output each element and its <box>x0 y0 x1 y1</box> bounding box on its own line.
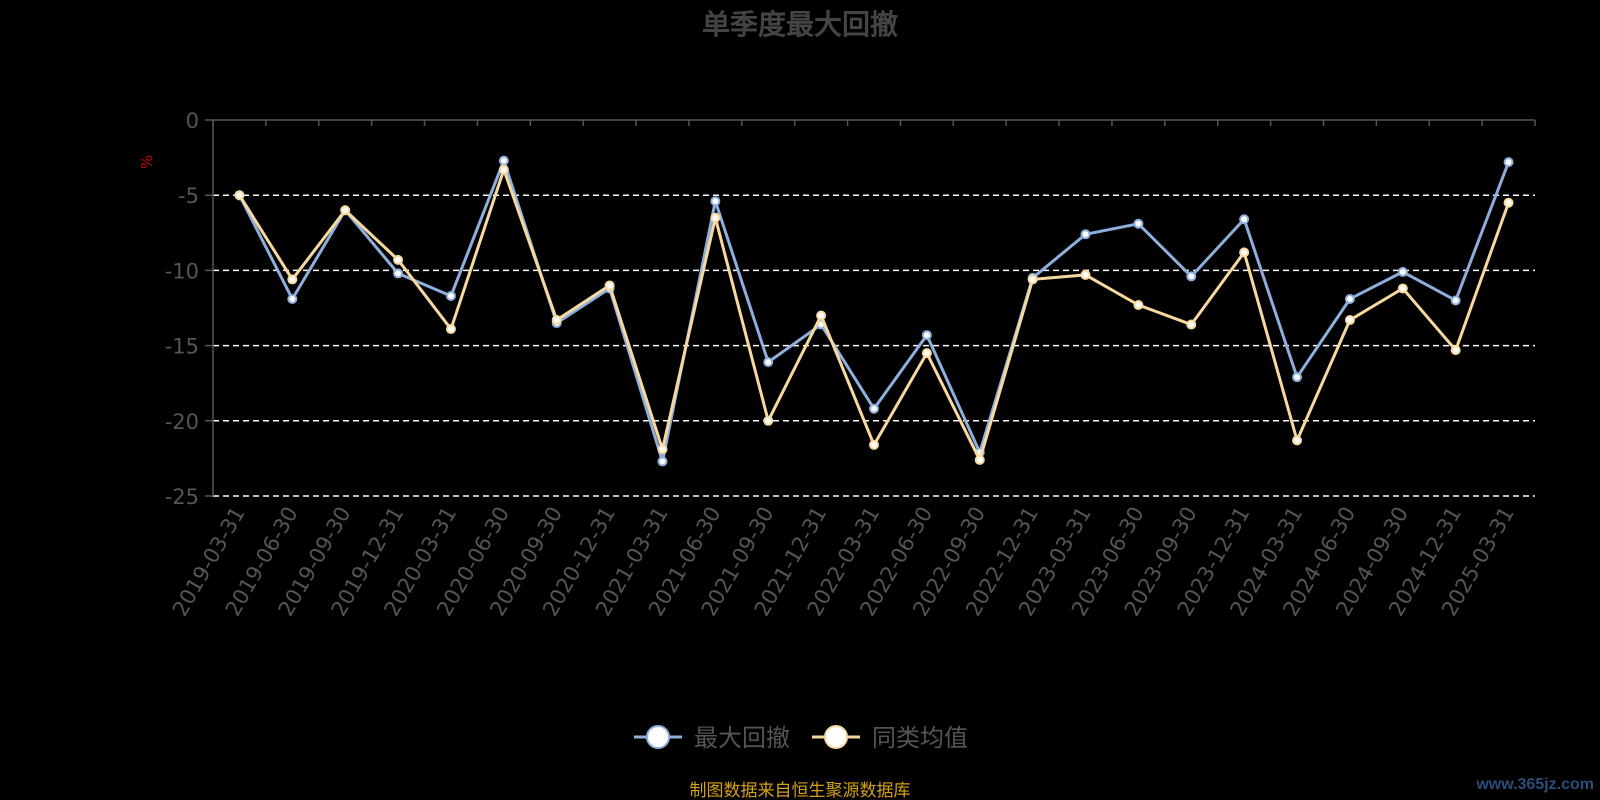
data-point <box>763 415 774 426</box>
y-tick-label: -10 <box>165 259 199 283</box>
data-point <box>921 348 932 359</box>
y-tick-label: -20 <box>165 410 199 434</box>
data-point <box>869 403 879 414</box>
data-point <box>1344 293 1355 304</box>
data-point <box>551 315 562 326</box>
data-point <box>287 274 298 285</box>
data-point <box>763 357 774 368</box>
data-point <box>1292 435 1303 446</box>
chart-title: 单季度最大回撤 <box>702 8 898 41</box>
data-point <box>974 454 985 465</box>
source-note: 制图数据来自恒生聚源数据库 <box>690 781 911 800</box>
watermark: www.365jz.com <box>1476 776 1594 793</box>
data-point <box>1080 229 1091 240</box>
data-point <box>1080 269 1091 280</box>
data-point <box>816 310 827 321</box>
y-axis-unit: % <box>138 155 156 169</box>
data-point <box>1450 345 1461 356</box>
data-point <box>445 290 456 301</box>
data-point <box>1397 266 1408 277</box>
grid-lines <box>213 194 1535 497</box>
data-point <box>287 293 298 304</box>
data-point <box>1450 295 1461 306</box>
y-tick-label: -5 <box>178 184 199 208</box>
data-point <box>657 444 668 455</box>
data-point <box>1503 197 1514 208</box>
series-line <box>238 159 1510 463</box>
legend-label: 同类均值 <box>872 724 968 752</box>
y-tick-label: -25 <box>165 485 199 509</box>
legend[interactable]: 最大回撤 同类均值 <box>634 724 968 752</box>
y-tick-label: -15 <box>165 335 199 359</box>
legend-item-2[interactable]: 同类均值 <box>812 724 968 752</box>
data-point <box>1292 372 1303 383</box>
data-point <box>445 324 456 335</box>
data-point <box>604 280 615 291</box>
data-point <box>1133 299 1144 310</box>
data-point <box>1503 157 1514 168</box>
data-point <box>340 205 351 216</box>
data-point <box>1133 218 1144 229</box>
legend-marker <box>824 725 848 749</box>
series-line <box>238 168 1510 462</box>
data-point <box>234 190 245 201</box>
series-1 <box>234 155 1514 467</box>
data-point <box>710 196 721 207</box>
series-lines <box>234 155 1514 467</box>
legend-item-1[interactable]: 最大回撤 <box>634 724 790 752</box>
data-point <box>393 254 404 265</box>
data-point <box>498 155 509 166</box>
data-point <box>1186 319 1197 330</box>
data-point <box>1027 274 1038 285</box>
data-point <box>1239 214 1250 225</box>
data-point <box>1397 283 1408 294</box>
data-point <box>1239 247 1250 258</box>
data-point <box>498 164 509 175</box>
series-2 <box>234 164 1514 465</box>
y-tick-label: 0 <box>186 109 199 133</box>
legend-marker <box>646 725 670 749</box>
data-point <box>1186 271 1197 282</box>
legend-label: 最大回撤 <box>694 724 790 752</box>
data-point <box>921 330 932 341</box>
data-point <box>657 456 668 467</box>
data-point <box>393 268 404 279</box>
data-point <box>869 439 879 450</box>
data-point <box>1344 315 1355 326</box>
data-point <box>710 212 721 223</box>
